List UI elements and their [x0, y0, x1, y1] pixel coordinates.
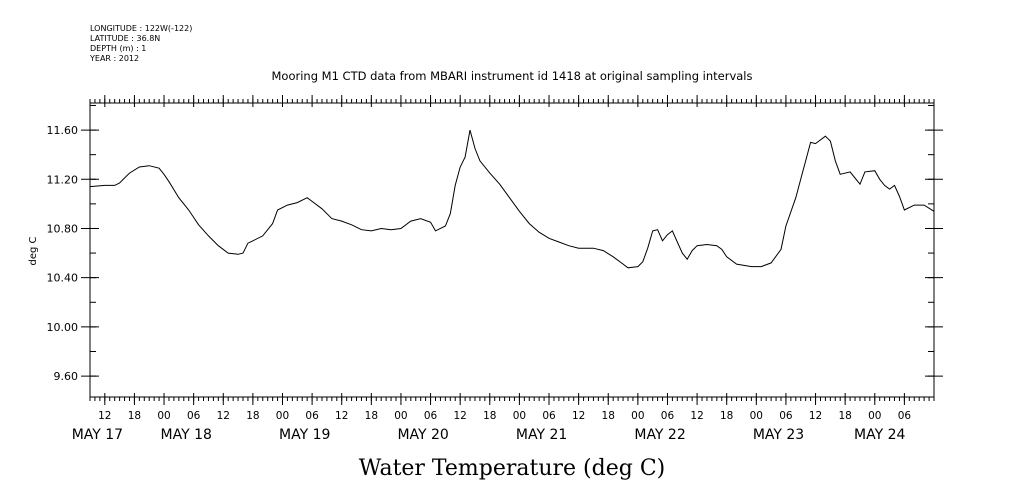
x-hour-label: 00	[276, 410, 289, 422]
latitude-text: LATITUDE : 36.8N	[90, 34, 160, 43]
x-hour-label: 18	[483, 410, 496, 422]
chart-title: Mooring M1 CTD data from MBARI instrumen…	[272, 69, 753, 83]
x-hour-label: 18	[602, 410, 615, 422]
x-hour-label: 18	[720, 410, 733, 422]
x-day-label: MAY 24	[854, 427, 905, 443]
x-hour-label: 12	[217, 410, 230, 422]
x-hour-label: 06	[187, 410, 201, 422]
x-hour-label: 12	[690, 410, 703, 422]
y-tick-label: 10.00	[47, 321, 79, 334]
x-day-label: MAY 22	[634, 427, 685, 443]
x-hour-label: 00	[394, 410, 407, 422]
x-hour-label: 06	[424, 410, 438, 422]
x-hour-label: 12	[453, 410, 466, 422]
y-axis-ticks: 9.60 10.00 10.40 10.80 11.20 11.60	[47, 104, 943, 383]
x-hour-label: 00	[631, 410, 644, 422]
x-day-label: MAY 19	[279, 427, 330, 443]
x-hour-label: 06	[305, 410, 319, 422]
x-hour-label: 12	[572, 410, 585, 422]
y-tick-label: 11.20	[47, 173, 79, 186]
x-hour-label: 18	[128, 410, 141, 422]
x-hour-label: 12	[809, 410, 822, 422]
x-day-label: MAY 20	[397, 427, 448, 443]
x-hour-label: 18	[246, 410, 259, 422]
x-day-label: MAY 17	[72, 427, 123, 443]
x-hour-label: 00	[868, 410, 881, 422]
longitude-text: LONGITUDE : 122W(-122)	[90, 24, 192, 33]
x-hour-label: 00	[157, 410, 170, 422]
x-hour-label: 18	[365, 410, 378, 422]
x-axis-ticks	[89, 95, 935, 405]
x-hour-label: 06	[542, 410, 556, 422]
x-hour-label: 06	[661, 410, 675, 422]
x-hour-label: 12	[335, 410, 348, 422]
metadata-block: LONGITUDE : 122W(-122) LATITUDE : 36.8N …	[89, 24, 192, 63]
y-tick-label: 9.60	[54, 370, 79, 383]
x-hour-label: 06	[898, 410, 912, 422]
year-text: YEAR : 2012	[89, 54, 139, 63]
x-hour-label: 12	[98, 410, 111, 422]
y-tick-label: 10.80	[47, 222, 79, 235]
depth-text: DEPTH (m) : 1	[90, 44, 146, 53]
x-day-label: MAY 23	[753, 427, 804, 443]
plot-frame	[89, 102, 935, 398]
y-tick-label: 10.40	[47, 272, 79, 285]
x-axis-labels: 12 18 00 06 12 18 00 06 12 18 00 06 12 18 00 06 12 18 00 06…	[72, 410, 912, 443]
y-tick-label: 11.60	[47, 124, 79, 137]
x-axis-title: Water Temperature (deg C)	[359, 456, 666, 481]
x-hour-label: 06	[779, 410, 793, 422]
y-axis-label: deg C	[28, 236, 39, 265]
x-hour-label: 18	[838, 410, 851, 422]
temperature-line	[89, 129, 935, 269]
x-hour-label: 00	[513, 410, 526, 422]
x-day-label: MAY 18	[161, 427, 212, 443]
x-hour-label: 00	[750, 410, 763, 422]
x-day-label: MAY 21	[516, 427, 567, 443]
